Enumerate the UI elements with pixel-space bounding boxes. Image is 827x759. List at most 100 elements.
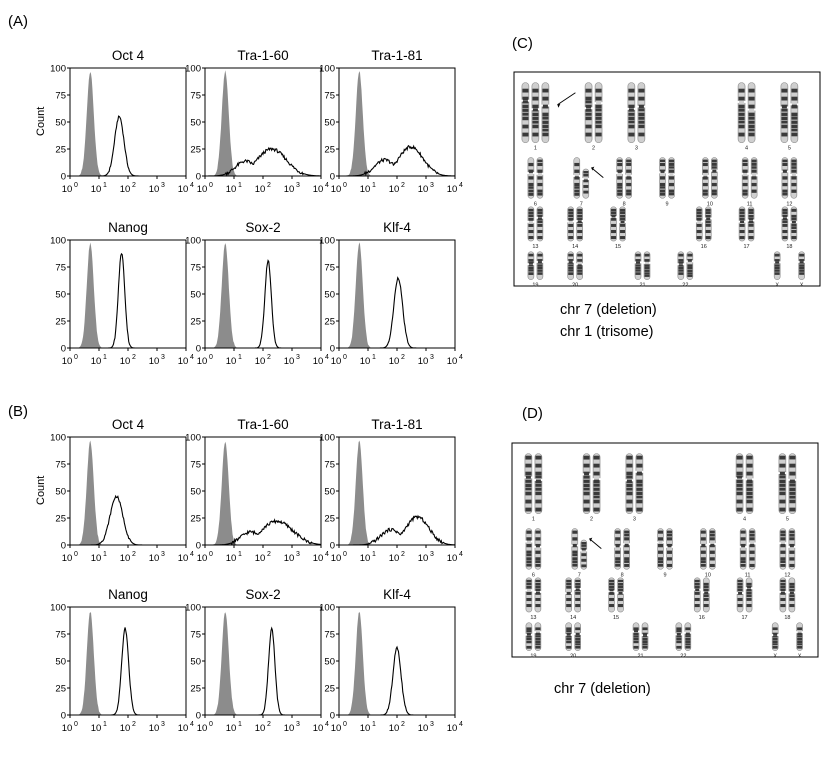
x-tick-label: 10 xyxy=(360,723,371,734)
chromosome-number: 13 xyxy=(530,615,536,621)
x-tick-label: 10 xyxy=(149,184,160,195)
y-tick-label: 75 xyxy=(55,630,66,641)
y-tick-label: 100 xyxy=(185,64,201,75)
chromosome-number: 10 xyxy=(707,201,713,207)
x-tick-label: 10 xyxy=(313,184,324,195)
y-tick-label: 25 xyxy=(55,317,66,328)
x-tick-exponent: 2 xyxy=(401,721,405,728)
x-tick-exponent: 4 xyxy=(190,182,194,189)
chromosome xyxy=(527,157,535,199)
y-tick-label: 25 xyxy=(324,514,335,525)
y-tick-label: 100 xyxy=(319,603,335,614)
y-tick-label: 0 xyxy=(61,711,66,722)
x-tick-exponent: 0 xyxy=(209,551,213,558)
x-tick-label: 10 xyxy=(62,184,73,195)
y-tick-label: 100 xyxy=(319,236,335,247)
chromosome-number: 19 xyxy=(530,654,536,660)
chromosome xyxy=(632,622,640,651)
x-tick-exponent: 4 xyxy=(325,721,329,728)
chromosome xyxy=(635,453,644,514)
histogram-title: Tra-1-81 xyxy=(371,417,422,432)
chromosome xyxy=(739,528,747,570)
x-tick-label: 10 xyxy=(149,356,160,367)
x-tick-label: 10 xyxy=(313,723,324,734)
karyotype-c-caption-2: chr 1 (trisome) xyxy=(560,324,653,340)
chromosome xyxy=(790,206,798,242)
x-tick-exponent: 3 xyxy=(296,354,300,361)
y-tick-label: 25 xyxy=(190,145,201,156)
chromosome-number: 6 xyxy=(534,201,537,207)
y-tick-label: 75 xyxy=(190,630,201,641)
chromosome xyxy=(788,528,796,570)
x-tick-exponent: 0 xyxy=(74,182,78,189)
x-tick-exponent: 1 xyxy=(372,182,376,189)
x-tick-exponent: 3 xyxy=(430,551,434,558)
histogram-title: Oct 4 xyxy=(112,417,145,432)
chromosome xyxy=(736,577,744,613)
chromosome xyxy=(657,528,664,570)
chromosome xyxy=(796,622,804,651)
chromosome xyxy=(745,577,753,613)
chromosome xyxy=(781,157,789,199)
chromosome xyxy=(571,528,579,570)
chromosome-number: 6 xyxy=(532,572,535,578)
y-tick-label: 0 xyxy=(61,172,66,183)
histogram-title: Oct 4 xyxy=(112,48,145,63)
x-tick-exponent: 1 xyxy=(372,551,376,558)
x-tick-exponent: 3 xyxy=(430,721,434,728)
chromosome xyxy=(527,206,535,242)
x-tick-exponent: 2 xyxy=(267,354,271,361)
x-tick-exponent: 3 xyxy=(161,551,165,558)
chromosome-number: 16 xyxy=(699,615,705,621)
x-tick-exponent: 3 xyxy=(161,354,165,361)
y-tick-label: 25 xyxy=(190,684,201,695)
chromosome-number: 15 xyxy=(615,244,621,250)
isotype-control-series xyxy=(70,72,186,176)
isotype-control-series xyxy=(339,611,455,715)
chromosome xyxy=(619,206,627,242)
x-tick-label: 10 xyxy=(360,553,371,564)
chromosome-number: 3 xyxy=(635,146,638,152)
x-tick-exponent: 0 xyxy=(74,551,78,558)
y-tick-label: 25 xyxy=(324,145,335,156)
chromosome xyxy=(584,82,593,143)
chromosome-number: 12 xyxy=(786,201,792,207)
x-tick-label: 10 xyxy=(313,553,324,564)
chromosome xyxy=(781,206,789,242)
chromosome xyxy=(576,206,584,242)
x-tick-label: 10 xyxy=(331,553,342,564)
x-tick-exponent: 0 xyxy=(209,354,213,361)
x-tick-exponent: 1 xyxy=(103,182,107,189)
histogram-title: Sox-2 xyxy=(245,220,280,235)
x-tick-label: 10 xyxy=(120,356,131,367)
x-tick-label: 10 xyxy=(418,356,429,367)
chromosome xyxy=(745,453,754,514)
chromosome xyxy=(773,251,781,280)
y-tick-label: 100 xyxy=(185,603,201,614)
x-tick-label: 10 xyxy=(62,356,73,367)
y-tick-label: 25 xyxy=(190,514,201,525)
annotation-arrow xyxy=(591,167,604,178)
chromosome xyxy=(686,251,694,280)
y-tick-label: 50 xyxy=(55,290,66,301)
y-tick-label: 50 xyxy=(190,290,201,301)
chromosome xyxy=(573,157,581,199)
y-tick-label: 0 xyxy=(196,541,201,552)
chromosome xyxy=(565,622,573,651)
chromosome xyxy=(659,157,666,199)
chromosome-number: 22 xyxy=(680,654,686,660)
chromosome-number: 5 xyxy=(786,517,789,523)
chromosome xyxy=(684,622,692,651)
x-tick-exponent: 2 xyxy=(132,721,136,728)
chromosome-number: 8 xyxy=(621,572,624,578)
y-tick-label: 25 xyxy=(55,514,66,525)
chromosome-number: 9 xyxy=(665,201,668,207)
x-tick-exponent: 1 xyxy=(103,354,107,361)
chromosome-number: 21 xyxy=(637,654,643,660)
